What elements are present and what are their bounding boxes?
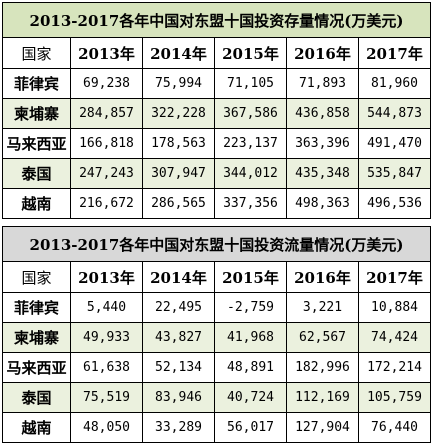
value-cell: 112,169: [286, 382, 359, 413]
value-cell: 127,904: [286, 412, 359, 443]
table-title-row: 2013-2017各年中国对东盟十国投资流量情况(万美元): [1, 226, 432, 262]
country-cell: 柬埔寨: [2, 98, 71, 129]
table-row: 柬埔寨 49,933 43,827 41,968 62,567 74,424: [2, 322, 432, 353]
table-row: 泰国 247,243 307,947 344,012 435,348 535,8…: [2, 158, 432, 189]
value-cell: 496,536: [357, 188, 432, 219]
value-cell: 40,724: [214, 382, 287, 413]
table-row: 马来西亚 61,638 52,134 48,891 182,996 172,21…: [2, 352, 432, 383]
value-cell: 491,470: [357, 128, 432, 159]
country-cell: 马来西亚: [2, 352, 71, 383]
year-column-header: 2015年: [214, 261, 287, 293]
value-cell: 337,356: [214, 188, 287, 219]
investment-stock-table: 2013-2017各年中国对东盟十国投资存量情况(万美元) 国家 2013年 2…: [1, 2, 432, 219]
value-cell: 41,968: [214, 322, 287, 353]
value-cell: 81,960: [357, 68, 432, 99]
value-cell: 535,847: [357, 158, 432, 189]
country-column-header: 国家: [2, 261, 71, 293]
table-row: 越南 216,672 286,565 337,356 498,363 496,5…: [2, 188, 432, 219]
table-title-row: 2013-2017各年中国对东盟十国投资存量情况(万美元): [1, 2, 432, 38]
country-cell: 越南: [2, 412, 71, 443]
country-column-header: 国家: [2, 37, 71, 69]
country-cell: 马来西亚: [2, 128, 71, 159]
value-cell: 76,440: [357, 412, 432, 443]
value-cell: 435,348: [286, 158, 359, 189]
value-cell: 216,672: [70, 188, 143, 219]
table-row: 菲律宾 69,238 75,994 71,105 71,893 81,960: [2, 68, 432, 99]
value-cell: 363,396: [286, 128, 359, 159]
stock-table-title: 2013-2017各年中国对东盟十国投资存量情况(万美元): [1, 2, 432, 38]
value-cell: 48,050: [70, 412, 143, 443]
country-cell: 菲律宾: [2, 292, 71, 323]
table-row: 泰国 75,519 83,946 40,724 112,169 105,759: [2, 382, 432, 413]
value-cell: 62,567: [286, 322, 359, 353]
value-cell: 5,440: [70, 292, 143, 323]
year-column-header: 2015年: [214, 37, 287, 69]
year-column-header: 2013年: [70, 261, 143, 293]
value-cell: 69,238: [70, 68, 143, 99]
value-cell: 166,818: [70, 128, 143, 159]
table-header-row: 国家 2013年 2014年 2015年 2016年 2017年: [2, 37, 432, 69]
value-cell: 436,858: [286, 98, 359, 129]
value-cell: 284,857: [70, 98, 143, 129]
value-cell: 74,424: [357, 322, 432, 353]
value-cell: 498,363: [286, 188, 359, 219]
flow-table-title: 2013-2017各年中国对东盟十国投资流量情况(万美元): [1, 226, 432, 262]
table-row: 柬埔寨 284,857 322,228 367,586 436,858 544,…: [2, 98, 432, 129]
value-cell: 172,214: [357, 352, 432, 383]
value-cell: 307,947: [142, 158, 215, 189]
value-cell: 178,563: [142, 128, 215, 159]
year-column-header: 2017年: [357, 37, 432, 69]
value-cell: 322,228: [142, 98, 215, 129]
country-cell: 菲律宾: [2, 68, 71, 99]
country-cell: 泰国: [2, 158, 71, 189]
value-cell: 48,891: [214, 352, 287, 383]
value-cell: 33,289: [142, 412, 215, 443]
year-column-header: 2014年: [142, 261, 215, 293]
value-cell: 71,105: [214, 68, 287, 99]
value-cell: 105,759: [357, 382, 432, 413]
value-cell: 3,221: [286, 292, 359, 323]
value-cell: 75,519: [70, 382, 143, 413]
value-cell: 182,996: [286, 352, 359, 383]
table-header-row: 国家 2013年 2014年 2015年 2016年 2017年: [2, 261, 432, 293]
value-cell: 22,495: [142, 292, 215, 323]
value-cell: 223,137: [214, 128, 287, 159]
year-column-header: 2016年: [286, 37, 359, 69]
year-column-header: 2014年: [142, 37, 215, 69]
value-cell: 43,827: [142, 322, 215, 353]
value-cell: 544,873: [357, 98, 432, 129]
year-column-header: 2013年: [70, 37, 143, 69]
table-row: 马来西亚 166,818 178,563 223,137 363,396 491…: [2, 128, 432, 159]
year-column-header: 2017年: [357, 261, 432, 293]
value-cell: 83,946: [142, 382, 215, 413]
value-cell: 10,884: [357, 292, 432, 323]
country-cell: 越南: [2, 188, 71, 219]
value-cell: 49,933: [70, 322, 143, 353]
value-cell: -2,759: [214, 292, 287, 323]
value-cell: 286,565: [142, 188, 215, 219]
country-cell: 泰国: [2, 382, 71, 413]
value-cell: 367,586: [214, 98, 287, 129]
table-row: 菲律宾 5,440 22,495 -2,759 3,221 10,884: [2, 292, 432, 323]
value-cell: 344,012: [214, 158, 287, 189]
investment-flow-table: 2013-2017各年中国对东盟十国投资流量情况(万美元) 国家 2013年 2…: [1, 226, 432, 443]
value-cell: 52,134: [142, 352, 215, 383]
value-cell: 61,638: [70, 352, 143, 383]
country-cell: 柬埔寨: [2, 322, 71, 353]
table-row: 越南 48,050 33,289 56,017 127,904 76,440: [2, 412, 432, 443]
value-cell: 71,893: [286, 68, 359, 99]
value-cell: 75,994: [142, 68, 215, 99]
value-cell: 247,243: [70, 158, 143, 189]
year-column-header: 2016年: [286, 261, 359, 293]
value-cell: 56,017: [214, 412, 287, 443]
